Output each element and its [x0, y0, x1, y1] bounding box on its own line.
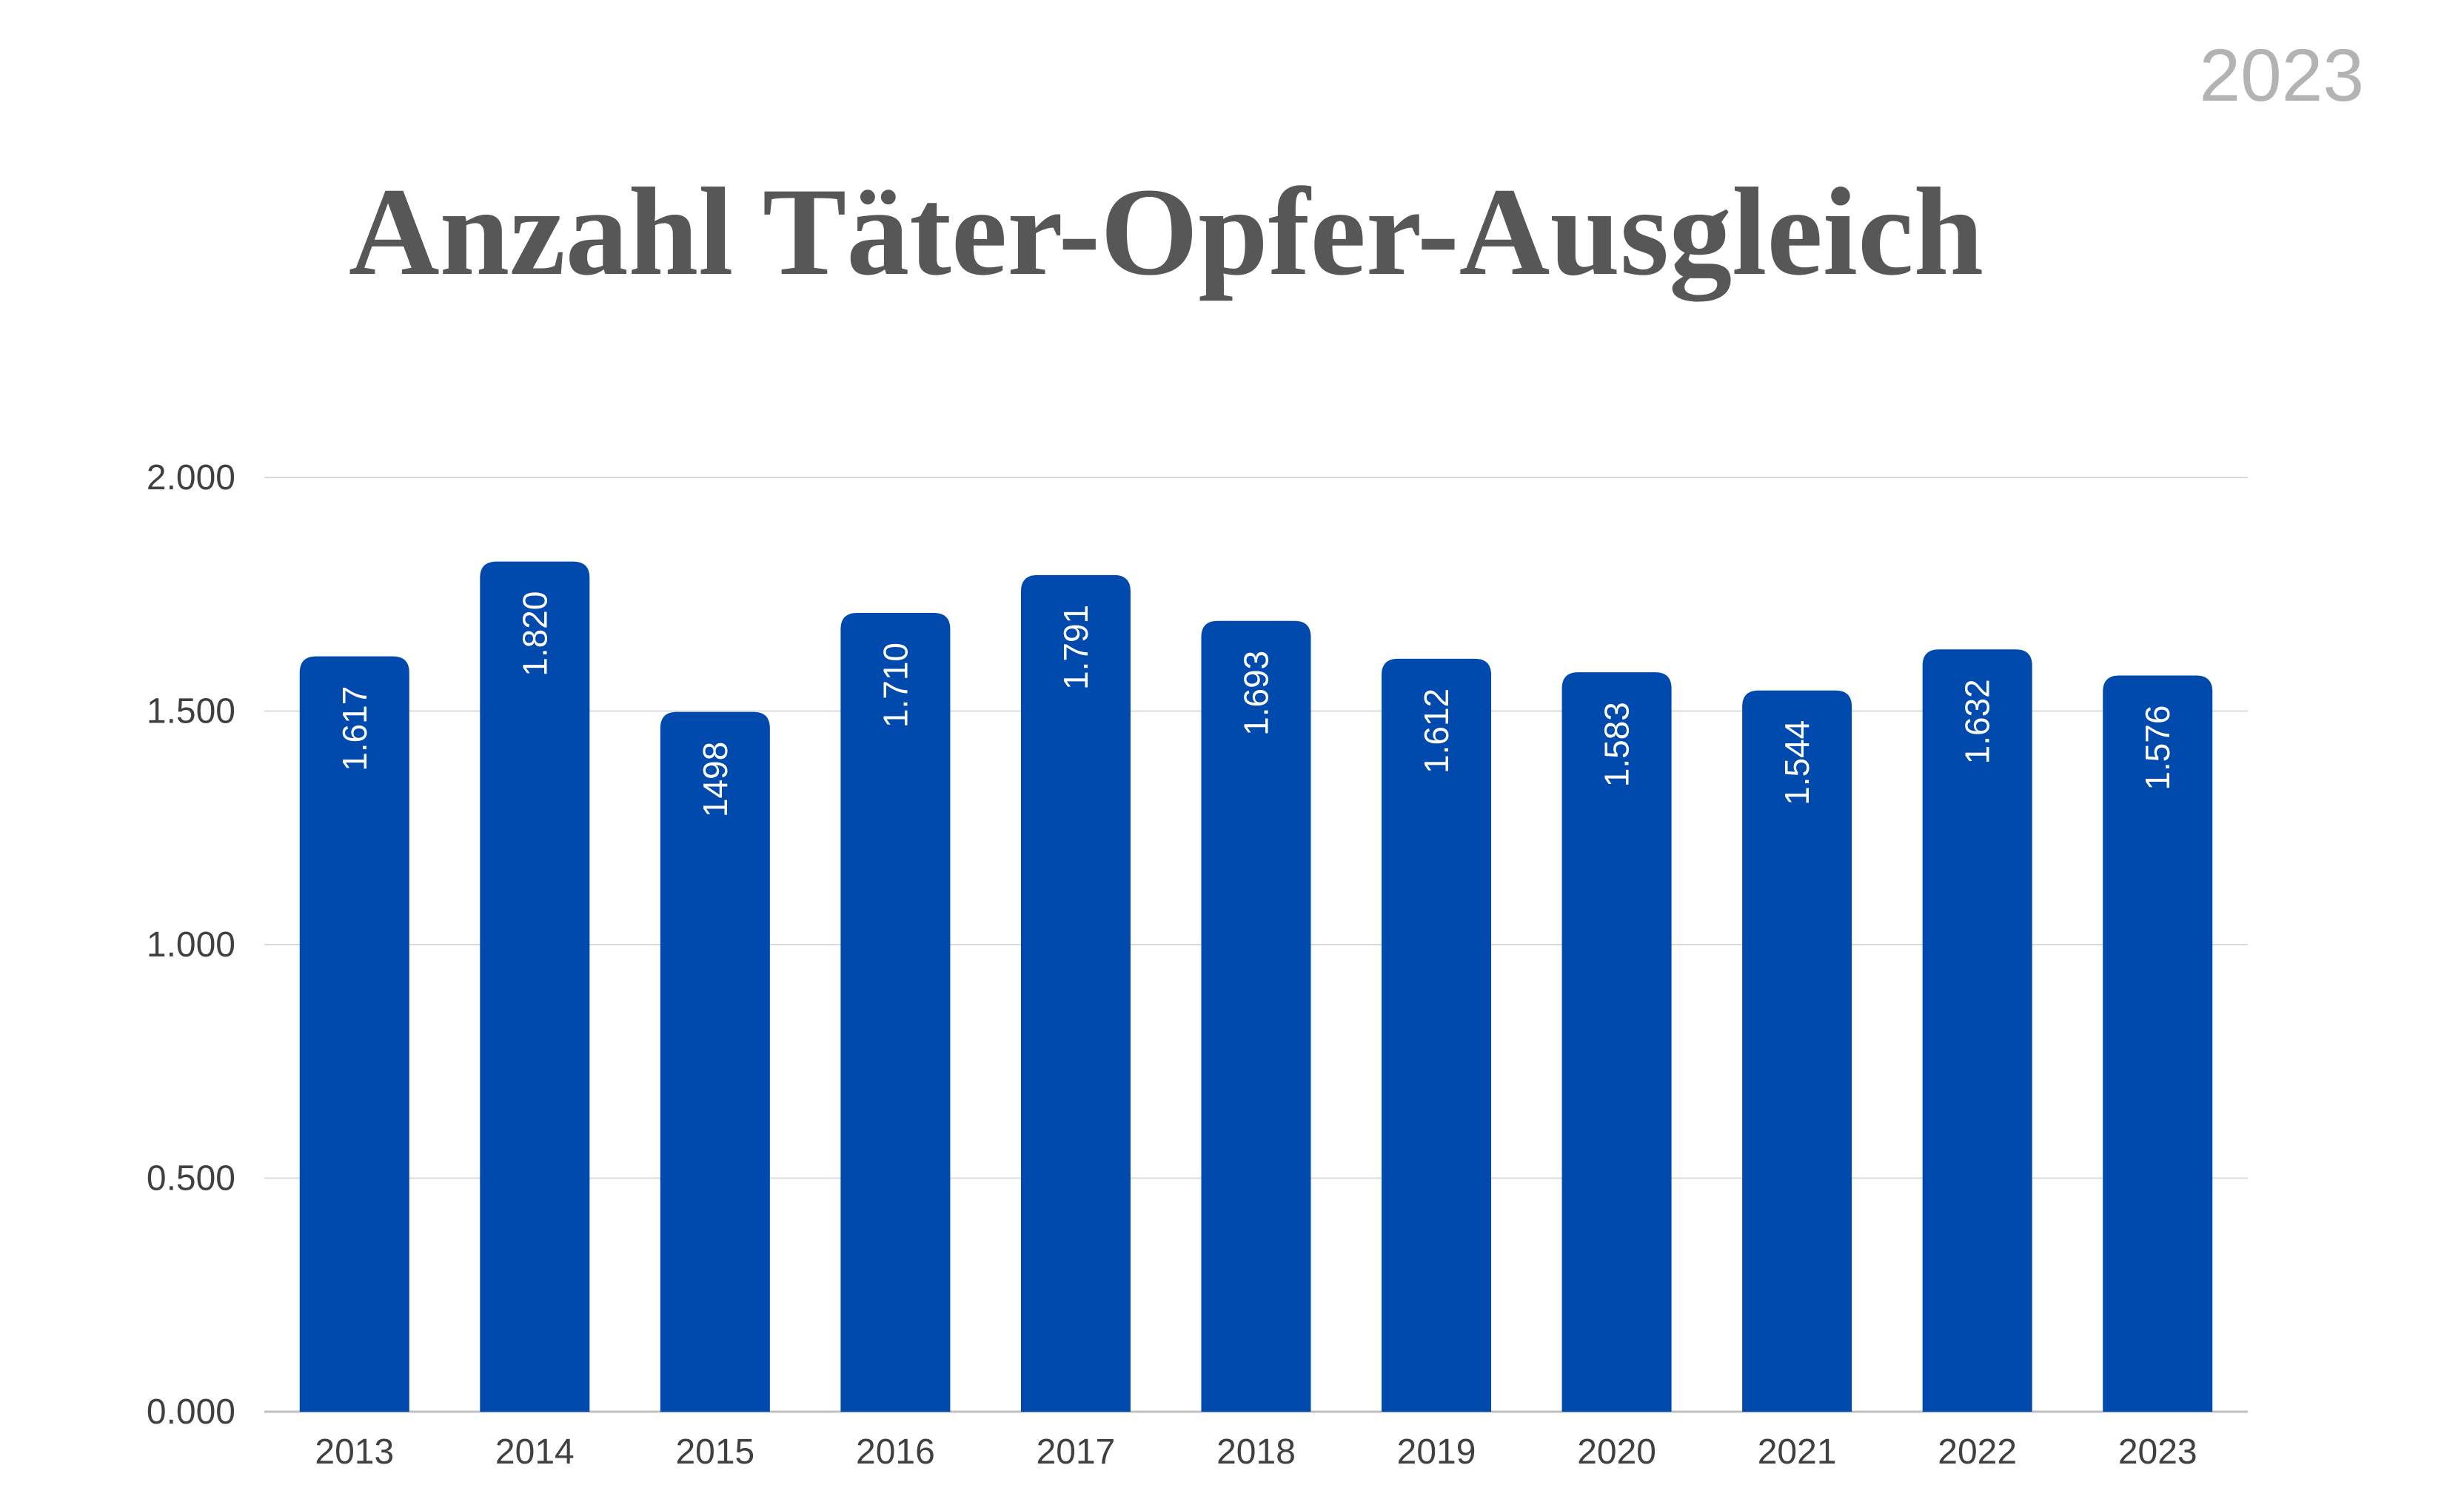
bars-layer — [299, 561, 2213, 1412]
y-tick-label: 1.000 — [147, 925, 235, 965]
bar-value-label: 1.576 — [2138, 705, 2177, 791]
bar-value-label: 1.693 — [1237, 651, 1276, 736]
bar-2017 — [1020, 574, 1131, 1412]
x-tick-label: 2013 — [315, 1432, 394, 1472]
bar-value-label: 1.583 — [1598, 702, 1636, 787]
bar-value-label: 1.791 — [1057, 605, 1095, 690]
x-tick-label: 2022 — [1938, 1432, 2017, 1472]
bar-2020 — [1561, 672, 1672, 1412]
bar-2015 — [660, 711, 770, 1412]
y-tick-label: 0.000 — [147, 1392, 235, 1432]
x-tick-label: 2023 — [2118, 1432, 2197, 1472]
bar-2018 — [1201, 620, 1311, 1412]
bar-2013 — [299, 656, 409, 1412]
bar-2023 — [2103, 675, 2213, 1412]
x-tick-label: 2017 — [1037, 1432, 1116, 1472]
bar-value-label: 1.544 — [1778, 720, 1816, 805]
x-tick-label: 2018 — [1216, 1432, 1296, 1472]
bar-2014 — [480, 561, 590, 1412]
bar-value-label: 1.710 — [876, 643, 914, 728]
x-tick-label: 2020 — [1577, 1432, 1656, 1472]
y-tick-label: 2.000 — [147, 458, 235, 497]
chart-title: Anzahl Täter-Opfer-Ausgleich — [348, 162, 1984, 301]
bar-value-label: 1498 — [696, 742, 734, 817]
bar-2021 — [1742, 690, 1852, 1412]
x-tick-label: 2016 — [856, 1432, 935, 1472]
x-tick-label: 2019 — [1397, 1432, 1476, 1472]
x-tick-label: 2021 — [1758, 1432, 1837, 1472]
bar-2022 — [1922, 649, 2032, 1412]
labels-layer: 0.000 0.500 1.000 1.500 2.000 1.617 2013 1.820 2… — [147, 458, 2197, 1472]
bar-value-label: 1.617 — [335, 686, 374, 771]
year-badge: 2023 — [2199, 34, 2364, 117]
bar-value-label: 1.612 — [1417, 688, 1456, 774]
x-tick-label: 2014 — [495, 1432, 575, 1472]
y-tick-label: 0.500 — [147, 1159, 235, 1199]
bar-value-label: 1.632 — [1958, 679, 1997, 764]
x-tick-label: 2015 — [675, 1432, 754, 1472]
bar-2016 — [840, 612, 951, 1412]
bar-2019 — [1382, 658, 1492, 1412]
bar-value-label: 1.820 — [515, 591, 554, 677]
y-tick-label: 1.500 — [147, 692, 235, 731]
